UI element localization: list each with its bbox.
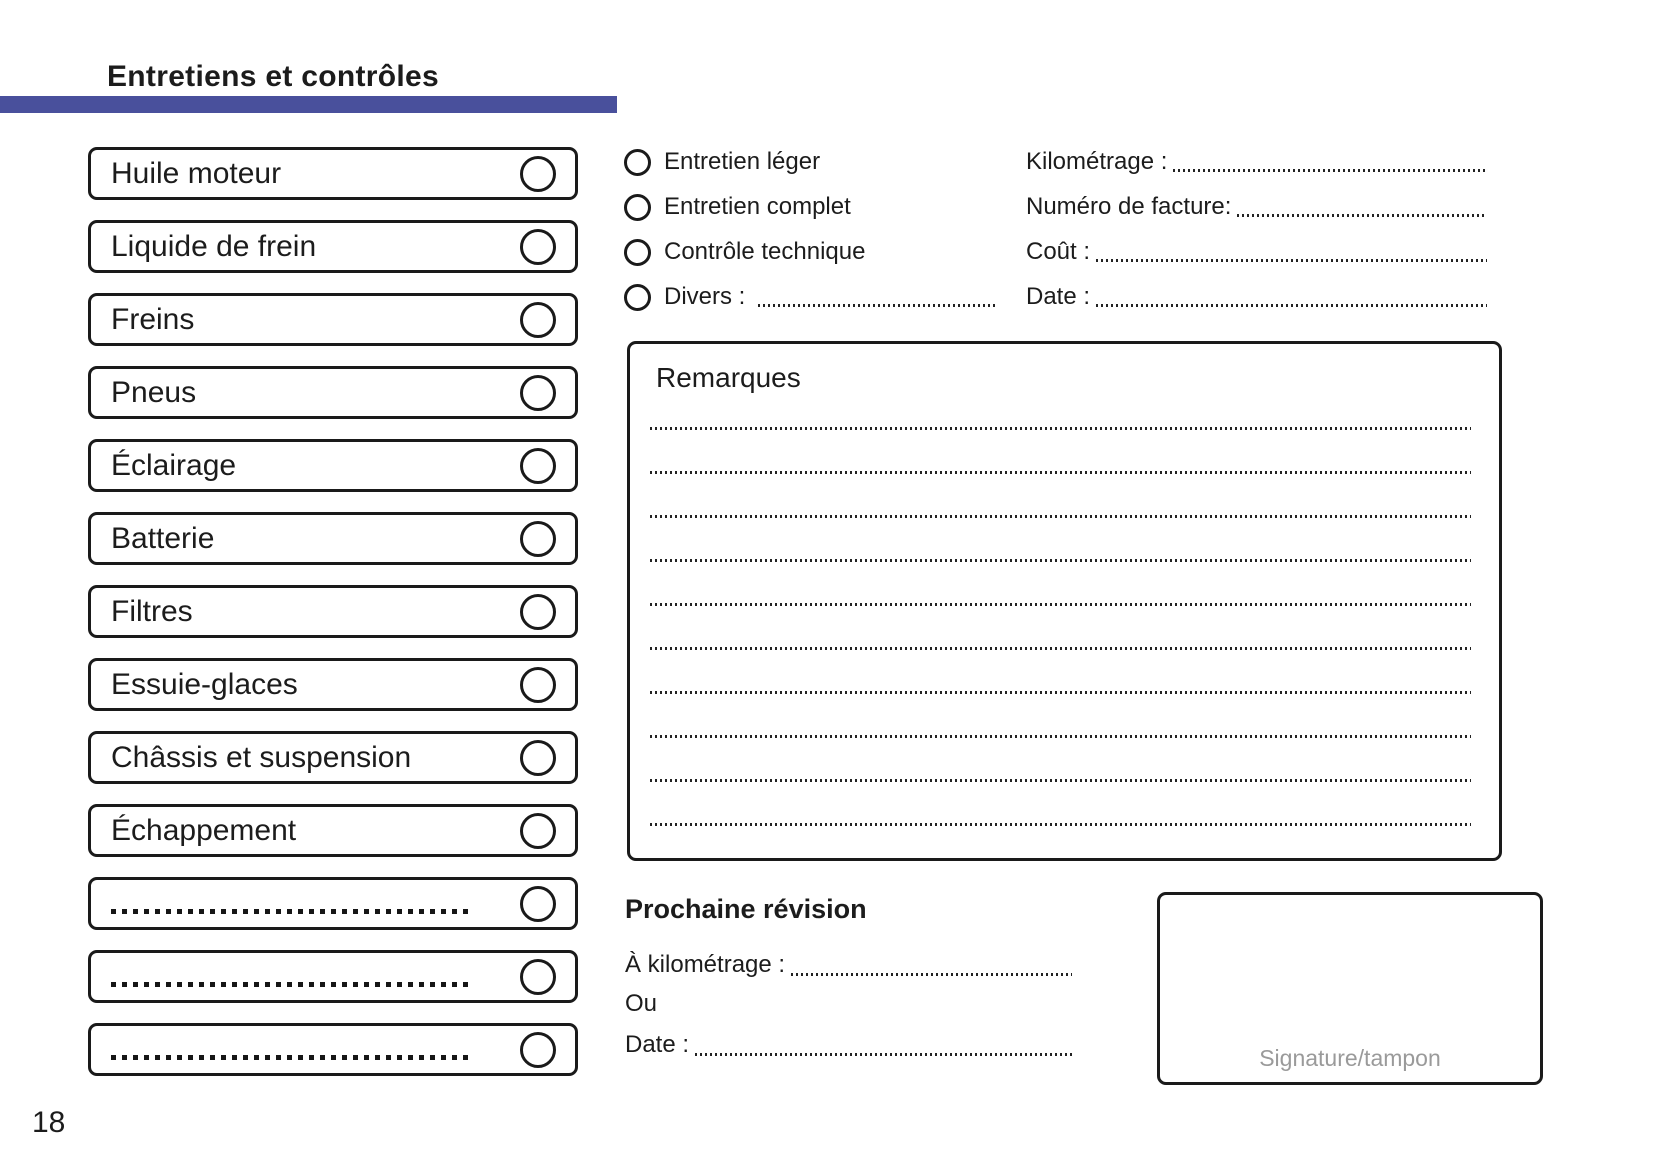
service-type-option-row: Divers : <box>624 283 995 311</box>
checklist-item: Essuie-glaces <box>88 658 578 711</box>
checklist-blank-write-in-line[interactable] <box>111 1055 469 1060</box>
next-service-date-row: Date : <box>625 1030 1072 1060</box>
page-number: 18 <box>32 1106 66 1139</box>
checklist-item: Filtres <box>88 585 578 638</box>
record-field-write-in-line[interactable] <box>1096 304 1487 307</box>
next-service-date-label: Date : <box>625 1031 690 1058</box>
remarks-write-in-line[interactable] <box>650 603 1471 606</box>
service-type-label: Entretien léger <box>664 148 821 175</box>
checklist-checkbox-circle[interactable] <box>520 812 556 849</box>
record-field-label: Kilométrage : <box>1026 148 1168 175</box>
checklist-checkbox-circle[interactable] <box>520 228 556 265</box>
checklist-item-label: Échappement <box>111 813 297 847</box>
remarks-write-in-line[interactable] <box>650 691 1471 694</box>
checklist-item-label: Châssis et suspension <box>111 740 412 774</box>
record-field-row: Numéro de facture: <box>1026 193 1487 221</box>
checklist-checkbox-circle[interactable] <box>520 520 556 557</box>
service-type-label: Contrôle technique <box>664 238 866 265</box>
checklist-item: Huile moteur <box>88 147 578 200</box>
title-accent-bar <box>0 96 617 113</box>
checklist-item: Freins <box>88 293 578 346</box>
checklist-checkbox-circle[interactable] <box>520 301 556 338</box>
record-field-write-in-line[interactable] <box>1096 259 1487 262</box>
checklist-blank-write-in-line[interactable] <box>111 982 469 987</box>
divers-write-in-line[interactable] <box>758 304 995 307</box>
record-field-label: Coût : <box>1026 238 1091 265</box>
checklist-item-label: Filtres <box>111 594 193 628</box>
checklist-item: Échappement <box>88 804 578 857</box>
next-service-title: Prochaine révision <box>625 894 867 924</box>
next-service-or-label: Ou <box>625 990 658 1017</box>
next-service-km-label: À kilométrage : <box>625 951 786 978</box>
checklist-checkbox-circle[interactable] <box>520 593 556 630</box>
checklist-checkbox-circle[interactable] <box>520 155 556 192</box>
record-field-label: Numéro de facture: <box>1026 193 1232 220</box>
signature-box[interactable]: Signature/tampon <box>1157 892 1543 1085</box>
checklist-item-label: Freins <box>111 302 195 336</box>
remarks-title: Remarques <box>656 362 801 393</box>
remarks-write-in-line[interactable] <box>650 823 1471 826</box>
remarks-write-in-line[interactable] <box>650 515 1471 518</box>
service-type-radio-circle[interactable] <box>624 193 651 221</box>
remarks-write-in-line[interactable] <box>650 471 1471 474</box>
service-type-label: Divers : <box>664 283 746 310</box>
checklist-checkbox-circle[interactable] <box>520 447 556 484</box>
checklist-item: Châssis et suspension <box>88 731 578 784</box>
checklist-item: Liquide de frein <box>88 220 578 273</box>
checklist-item-blank <box>88 1023 578 1076</box>
checklist-blank-write-in-line[interactable] <box>111 909 469 914</box>
checklist-item-label: Liquide de frein <box>111 229 317 263</box>
checklist-checkbox-circle[interactable] <box>520 666 556 703</box>
checklist-checkbox-circle[interactable] <box>520 374 556 411</box>
checklist-checkbox-circle[interactable] <box>520 958 556 995</box>
record-field-row: Date : <box>1026 283 1487 311</box>
checklist-item: Pneus <box>88 366 578 419</box>
checklist-item-blank <box>88 877 578 930</box>
remarks-write-in-line[interactable] <box>650 559 1471 562</box>
record-field-write-in-line[interactable] <box>1237 214 1487 217</box>
signature-box-label: Signature/tampon <box>1259 1045 1441 1071</box>
remarks-write-in-line[interactable] <box>650 427 1471 430</box>
checklist-checkbox-circle[interactable] <box>520 739 556 776</box>
checklist-item-blank <box>88 950 578 1003</box>
service-type-radio-circle[interactable] <box>624 238 651 266</box>
checklist-checkbox-circle[interactable] <box>520 1031 556 1068</box>
checklist-checkbox-circle[interactable] <box>520 885 556 922</box>
service-type-option-row: Entretien léger <box>624 148 820 176</box>
checklist-item-label: Pneus <box>111 375 197 409</box>
page-title: Entretiens et contrôles <box>107 60 439 93</box>
next-service-km-write-in-line[interactable] <box>791 973 1072 976</box>
record-field-label: Date : <box>1026 283 1091 310</box>
next-service-km-row: À kilométrage : <box>625 950 1072 980</box>
checklist-item: Batterie <box>88 512 578 565</box>
checklist-item-label: Batterie <box>111 521 215 555</box>
checklist-item: Éclairage <box>88 439 578 492</box>
remarks-write-in-line[interactable] <box>650 779 1471 782</box>
remarks-write-in-line[interactable] <box>650 647 1471 650</box>
remarks-write-in-line[interactable] <box>650 735 1471 738</box>
service-type-radio-circle[interactable] <box>624 283 651 311</box>
service-type-label: Entretien complet <box>664 193 851 220</box>
checklist-item-label: Essuie-glaces <box>111 667 298 701</box>
record-field-row: Kilométrage : <box>1026 148 1487 176</box>
record-field-row: Coût : <box>1026 238 1487 266</box>
service-type-option-row: Contrôle technique <box>624 238 865 266</box>
checklist-item-label: Huile moteur <box>111 156 282 190</box>
record-field-write-in-line[interactable] <box>1173 169 1487 172</box>
service-type-option-row: Entretien complet <box>624 193 851 221</box>
remarks-box: Remarques <box>627 341 1502 861</box>
service-type-radio-circle[interactable] <box>624 148 651 176</box>
next-service-date-write-in-line[interactable] <box>695 1053 1072 1056</box>
checklist-item-label: Éclairage <box>111 448 237 482</box>
